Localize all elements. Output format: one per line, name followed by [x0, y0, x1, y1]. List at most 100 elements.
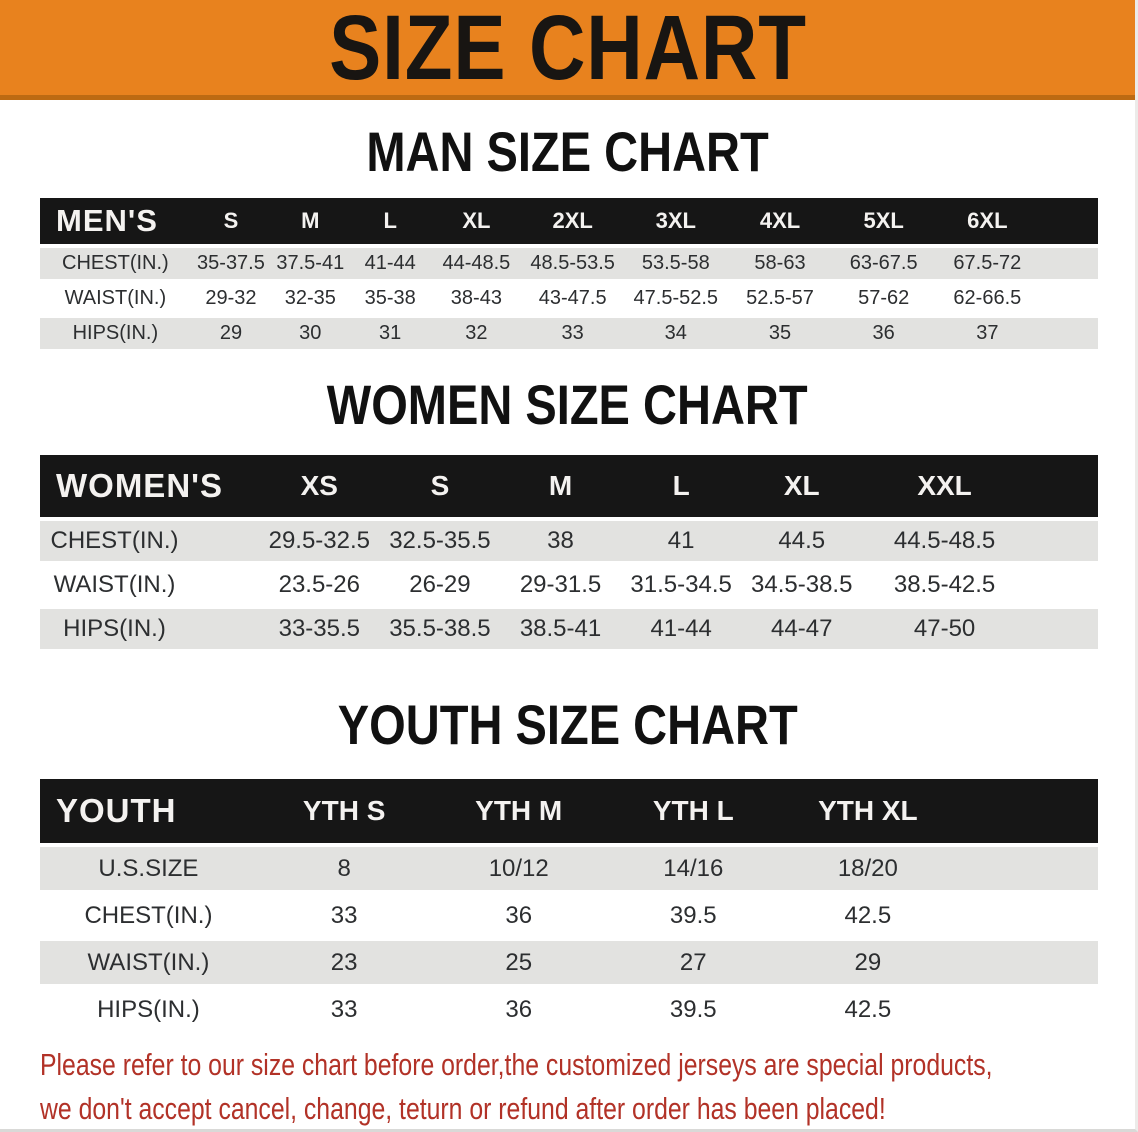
- size-value: 38: [500, 521, 621, 561]
- size-value: 36: [831, 318, 936, 349]
- measure-row: HIPS(IN.) 33-35.5 35.5-38.5 38.5-41 41-44 44-…: [40, 609, 1098, 649]
- women-section-heading: WOMEN SIZE CHART: [0, 377, 1135, 433]
- disclaimer-line-1: Please refer to our size chart before or…: [40, 1047, 993, 1082]
- section-men: MAN SIZE CHART MEN'S S M L XL 2XL 3XL 4XL 5XL 6XL…: [0, 124, 1135, 353]
- size-value: 32-35: [284, 287, 336, 309]
- size-value: 23.5-26: [278, 571, 360, 598]
- corner-label: MEN'S: [40, 198, 191, 244]
- size-column-header: L: [349, 198, 431, 244]
- size-value: 58-63: [728, 248, 832, 279]
- size-value: 35.5-38.5: [379, 609, 501, 649]
- spacer-cell: [1027, 565, 1098, 605]
- measure-row: HIPS(IN.) 33 36 39.5 42.5: [40, 988, 1098, 1031]
- spacer-cell: [955, 941, 1098, 984]
- size-value: 35-37.5: [190, 248, 272, 279]
- measure-row: CHEST(IN.) 29.5-32.5 32.5-35.5 38 41 44.5 44.5…: [40, 521, 1098, 561]
- size-column-header: YTH M: [431, 779, 606, 843]
- size-column-header: 5XL: [831, 198, 936, 244]
- size-value: 42.5: [844, 995, 892, 1023]
- size-value: 29-32: [205, 287, 257, 309]
- men-section-heading-text: MAN SIZE CHART: [366, 120, 769, 183]
- size-column-header: XS: [259, 455, 380, 517]
- size-value: 41-44: [349, 248, 431, 279]
- size-value: 30: [271, 318, 350, 349]
- measure-row: U.S.SIZE 8 10/12 14/16 18/20: [40, 847, 1098, 890]
- size-column-header: XL: [741, 455, 863, 517]
- size-column-header: S: [379, 455, 501, 517]
- size-value: 67.5-72: [935, 248, 1040, 279]
- size-column-header: YTH XL: [780, 779, 956, 843]
- size-value: 41-44: [620, 609, 742, 649]
- measure-row: WAIST(IN.) 23 25 27 29: [40, 941, 1098, 984]
- spacer-cell: [1027, 521, 1098, 561]
- corner-label: WOMEN'S: [40, 455, 259, 517]
- size-value: 36: [505, 995, 533, 1023]
- spacer-cell: [955, 988, 1098, 1031]
- size-value: 34.5-38.5: [751, 571, 853, 598]
- disclaimer: Please refer to our size chart before or…: [40, 1043, 1135, 1129]
- spacer-cell: [1039, 248, 1098, 279]
- size-value: 32.5-35.5: [379, 521, 501, 561]
- size-value: 23: [256, 941, 432, 984]
- size-value: 62-66.5: [953, 287, 1022, 309]
- measure-row: CHEST(IN.) 35-37.5 37.5-41 41-44 44-48.5 48.5…: [40, 248, 1098, 279]
- size-value: 14/16: [606, 847, 781, 890]
- row-label: WAIST(IN.): [40, 941, 257, 984]
- size-column-header: 3XL: [623, 198, 729, 244]
- measure-row: HIPS(IN.) 29 30 31 32 33 34 35 36 37: [40, 318, 1098, 349]
- size-value: 32: [430, 318, 522, 349]
- title-banner: SIZE CHART: [0, 0, 1135, 100]
- size-value: 41: [620, 521, 742, 561]
- size-value: 31.5-34.5: [630, 571, 732, 598]
- size-value: 33: [521, 318, 624, 349]
- size-value: 37.5-41: [271, 248, 350, 279]
- size-value: 39.5: [669, 901, 717, 929]
- measure-row: WAIST(IN.) 29-32 32-35 35-38 38-43 43-47.5 47.…: [40, 283, 1098, 314]
- size-value: 10/12: [431, 847, 606, 890]
- size-value: 42.5: [844, 901, 892, 929]
- size-value: 18/20: [780, 847, 956, 890]
- row-label: HIPS(IN.): [40, 318, 191, 349]
- size-header-row: YOUTH YTH S YTH M YTH L YTH XL: [40, 779, 1098, 843]
- size-column-header: 6XL: [935, 198, 1040, 244]
- size-column-header: XL: [430, 198, 522, 244]
- size-value: 57-62: [858, 287, 910, 309]
- size-header-row: MEN'S S M L XL 2XL 3XL 4XL 5XL 6XL: [40, 198, 1098, 244]
- spacer-cell: [1027, 455, 1098, 517]
- size-value: 35-38: [364, 287, 416, 309]
- size-value: 44.5: [741, 521, 863, 561]
- measure-row: CHEST(IN.) 33 36 39.5 42.5: [40, 894, 1098, 937]
- row-label: HIPS(IN.): [97, 995, 200, 1023]
- page-title: SIZE CHART: [328, 0, 807, 99]
- size-column-header: M: [271, 198, 350, 244]
- size-value: 29: [190, 318, 272, 349]
- size-column-header: 2XL: [521, 198, 624, 244]
- men-size-table: MEN'S S M L XL 2XL 3XL 4XL 5XL 6XL CHEST(IN.) 35-37…: [40, 194, 1098, 353]
- size-value: 53.5-58: [623, 248, 729, 279]
- men-section-heading: MAN SIZE CHART: [0, 124, 1135, 180]
- size-value: 29.5-32.5: [259, 521, 380, 561]
- row-label: CHEST(IN.): [84, 901, 213, 929]
- section-women: WOMEN SIZE CHART WOMEN'S XS S M L XL XXL CHEST(…: [0, 377, 1135, 653]
- size-value: 43-47.5: [538, 287, 607, 309]
- row-label: CHEST(IN.): [40, 521, 259, 561]
- size-value: 26-29: [409, 571, 471, 598]
- disclaimer-line-2: we don't accept cancel, change, teturn o…: [40, 1091, 886, 1126]
- size-column-header: 4XL: [728, 198, 832, 244]
- size-value: 33: [330, 901, 358, 929]
- size-value: 35: [728, 318, 832, 349]
- size-value: 33: [330, 995, 358, 1023]
- size-value: 44.5-48.5: [862, 521, 1028, 561]
- size-value: 44-48.5: [430, 248, 522, 279]
- size-value: 36: [505, 901, 533, 929]
- size-value: 38.5-42.5: [893, 571, 996, 598]
- section-youth: YOUTH SIZE CHART YOUTH YTH S YTH M YTH L YTH…: [0, 697, 1135, 1035]
- size-value: 63-67.5: [831, 248, 936, 279]
- youth-section-heading: YOUTH SIZE CHART: [0, 697, 1135, 753]
- size-column-header: S: [190, 198, 272, 244]
- measure-row: WAIST(IN.) 23.5-26 26-29 29-31.5 31.5-34.5 34…: [40, 565, 1098, 605]
- size-value: 29-31.5: [519, 571, 602, 598]
- youth-size-table: YOUTH YTH S YTH M YTH L YTH XL U.S.SIZE 8 10/12…: [40, 775, 1098, 1035]
- size-column-header: YTH L: [606, 779, 781, 843]
